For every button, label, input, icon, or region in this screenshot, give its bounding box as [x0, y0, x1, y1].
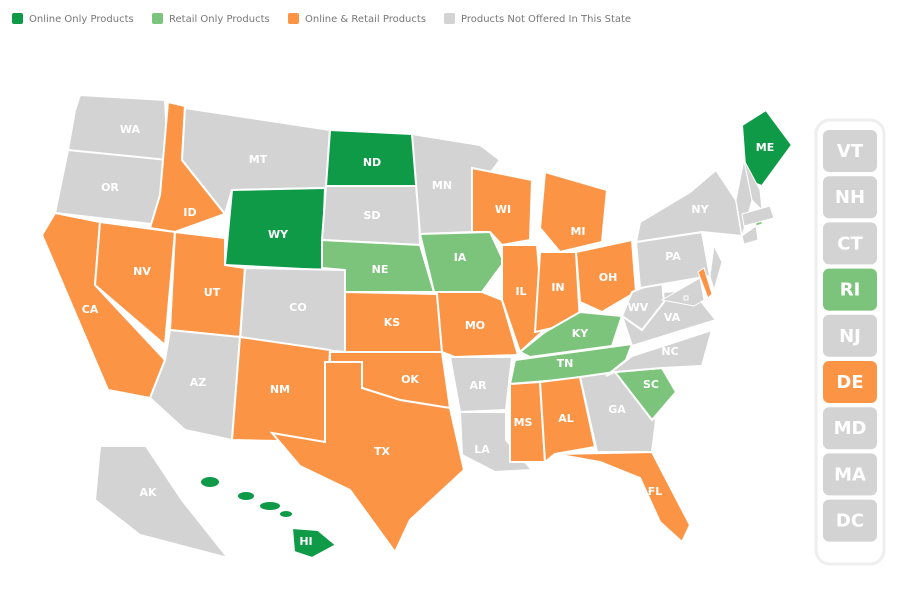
state-button: [823, 268, 877, 311]
state-label: MS: [514, 416, 533, 429]
legend-swatch: [288, 13, 299, 24]
state-label: HI: [299, 535, 312, 548]
legend-label: Online Only Products: [29, 14, 134, 25]
state-label: CA: [82, 303, 99, 316]
state: [471, 166, 534, 247]
state-button-label: MD: [834, 418, 867, 439]
state: [538, 170, 609, 254]
legend-swatch: [152, 13, 163, 24]
state-label: MO: [465, 319, 485, 332]
state-label: IN: [551, 281, 564, 294]
small-state: [741, 205, 775, 227]
state-label: MT: [249, 153, 268, 166]
state: [448, 356, 514, 414]
state-label: WA: [120, 123, 141, 136]
state-label: OH: [599, 271, 618, 284]
state-button-label: NJ: [839, 326, 861, 347]
state-button-label: VT: [837, 141, 864, 162]
state-label: ID: [183, 206, 196, 219]
state-label: NM: [270, 383, 290, 396]
legend-label: Retail Only Products: [169, 14, 270, 25]
state: [574, 238, 638, 314]
state: [290, 526, 338, 560]
state-label: WY: [268, 228, 289, 241]
state-label: NV: [133, 265, 151, 278]
legend-label: Products Not Offered In This State: [461, 14, 631, 25]
state-label: MN: [432, 179, 452, 192]
state-label: SC: [643, 378, 659, 391]
legend-label: Online & Retail Products: [305, 14, 426, 25]
state-label: AK: [139, 486, 157, 499]
state: [605, 328, 714, 377]
legend-swatch: [444, 13, 455, 24]
state-label: ME: [756, 141, 774, 154]
state-button-label: CT: [837, 233, 863, 254]
state: [554, 450, 692, 544]
state-button: [823, 361, 877, 403]
state-label: PA: [665, 250, 681, 263]
state: [93, 445, 231, 560]
state-label: KS: [384, 316, 401, 329]
state-button-label: NH: [835, 187, 865, 208]
island: [280, 511, 292, 517]
state-label: OK: [401, 373, 419, 386]
state-label: VA: [664, 311, 681, 324]
state-label: TN: [557, 357, 574, 370]
state-label: AL: [558, 412, 574, 425]
state-label: NC: [661, 345, 678, 358]
state-label: CO: [289, 301, 306, 314]
state-label: WI: [495, 203, 511, 216]
small-state: [743, 159, 763, 212]
state: [66, 93, 170, 161]
state: [538, 375, 597, 464]
state-button-label: MA: [834, 464, 866, 485]
state-label: IA: [454, 251, 467, 264]
state-button-label: DC: [836, 511, 864, 532]
state-label: AZ: [190, 376, 207, 389]
state-label: ND: [363, 156, 381, 169]
state-label: AR: [470, 379, 488, 392]
state: [634, 168, 744, 244]
state-label: NY: [691, 203, 709, 216]
small-state: [741, 225, 759, 245]
state-button: [823, 407, 877, 450]
state-label: NE: [372, 263, 389, 276]
state-label: UT: [204, 286, 221, 299]
state: [501, 244, 546, 354]
state-label: MI: [570, 225, 585, 238]
state-label: TX: [374, 445, 391, 458]
state-label: WV: [628, 301, 649, 314]
small-state: [683, 295, 689, 301]
small-state: [697, 267, 713, 299]
state-label: OR: [101, 181, 119, 194]
state: [269, 361, 466, 554]
state-button: [823, 222, 877, 265]
island: [201, 477, 219, 487]
state-button: [823, 453, 877, 496]
state-label: SD: [363, 209, 380, 222]
state-label: LA: [474, 443, 490, 456]
state-button: [823, 130, 877, 172]
state-button: [823, 314, 877, 357]
small-state: [660, 277, 705, 307]
state-label: IL: [515, 285, 526, 298]
state-button-label: RI: [840, 280, 861, 301]
state-button: [823, 176, 877, 219]
state-button: [823, 499, 877, 542]
state-label: GA: [608, 403, 626, 416]
state-button-label: DE: [836, 372, 863, 393]
state-label: KY: [572, 327, 590, 340]
small-state: [709, 244, 723, 292]
island: [238, 492, 254, 500]
legend-swatch: [12, 13, 23, 24]
state-label: FL: [648, 485, 663, 498]
island: [260, 502, 280, 510]
